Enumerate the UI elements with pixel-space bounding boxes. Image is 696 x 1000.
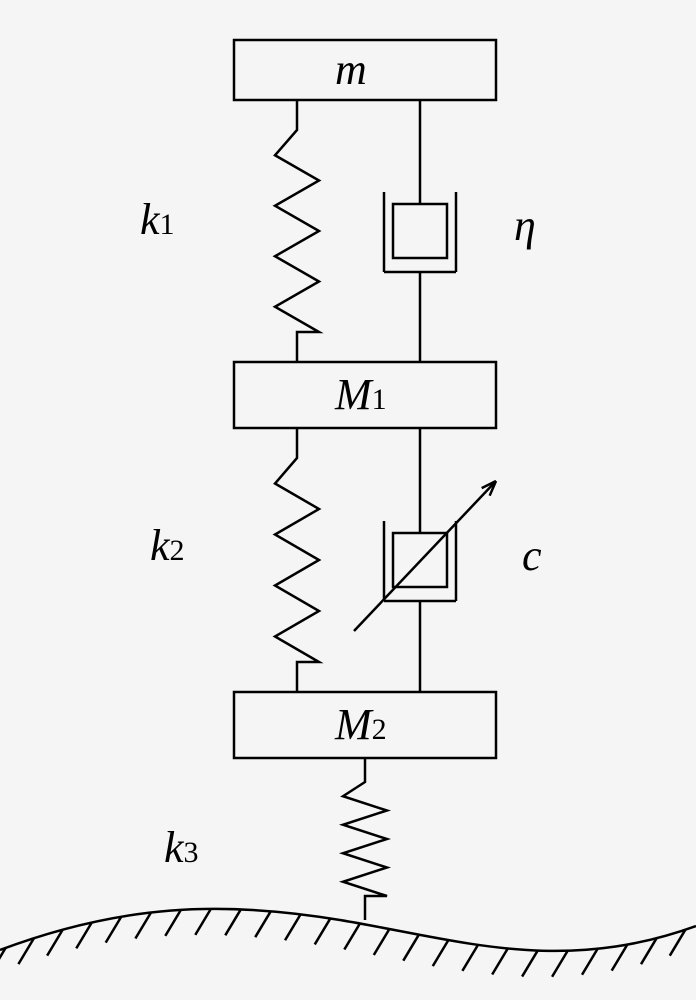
label-c: c xyxy=(522,530,542,581)
label-k1: k1 xyxy=(140,194,175,245)
label-eta: η xyxy=(514,200,536,251)
diagram-canvas xyxy=(0,0,696,1000)
box-M1-label: M1 xyxy=(335,369,387,420)
box-m-label: m xyxy=(335,44,367,95)
box-M2-label: M2 xyxy=(335,699,387,750)
label-k3: k3 xyxy=(164,822,199,873)
label-k2: k2 xyxy=(150,520,185,571)
